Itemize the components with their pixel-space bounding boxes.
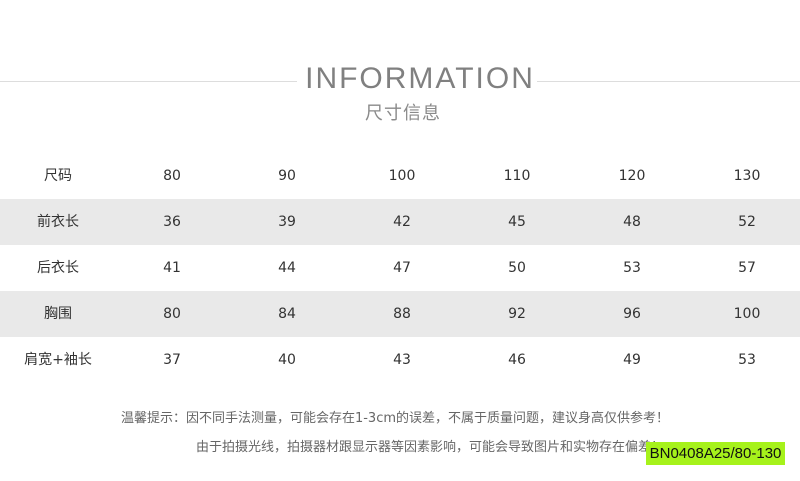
- divider-left: [0, 81, 297, 82]
- product-code-badge: BN0408A25/80-130: [646, 442, 785, 465]
- table-cell: 48: [623, 214, 641, 230]
- table-cell: 37: [163, 352, 181, 368]
- size-table: 尺码 80 90 100 110 120 130 前衣长 36 39 42 45 48 52 后衣长 41 44…: [0, 153, 800, 383]
- table-cell: 42: [393, 214, 411, 230]
- table-cell: 52: [738, 214, 756, 230]
- row-label: 尺码: [44, 168, 72, 184]
- table-cell: 120: [618, 168, 646, 184]
- divider-right: [537, 81, 800, 82]
- table-cell: 84: [278, 306, 296, 322]
- table-row: 尺码 80 90 100 110 120 130: [0, 153, 800, 199]
- note-line-2: 由于拍摄光线，拍摄器材跟显示器等因素影响，可能会导致图片和实物存在偏差！: [195, 440, 664, 455]
- table-cell: 110: [503, 168, 531, 184]
- table-cell: 80: [163, 306, 181, 322]
- table-cell: 45: [508, 214, 526, 230]
- table-cell: 57: [738, 260, 756, 276]
- table-cell: 40: [278, 352, 296, 368]
- table-cell: 46: [508, 352, 526, 368]
- table-cell: 36: [163, 214, 181, 230]
- table-cell: 39: [278, 214, 296, 230]
- table-cell: 80: [163, 168, 181, 184]
- row-label: 前衣长: [37, 214, 79, 230]
- table-cell: 43: [393, 352, 411, 368]
- table-cell: 90: [278, 168, 296, 184]
- table-cell: 130: [733, 168, 761, 184]
- page-title: INFORMATION: [305, 62, 535, 95]
- table-row: 胸围 80 84 88 92 96 100: [0, 291, 800, 337]
- table-row: 前衣长 36 39 42 45 48 52: [0, 199, 800, 245]
- table-cell: 50: [508, 260, 526, 276]
- table-cell: 100: [388, 168, 416, 184]
- table-cell: 96: [623, 306, 641, 322]
- row-label: 后衣长: [37, 260, 79, 276]
- table-cell: 100: [733, 306, 761, 322]
- page-subtitle: 尺寸信息: [365, 103, 441, 124]
- table-cell: 49: [623, 352, 641, 368]
- table-row: 肩宽+袖长 37 40 43 46 49 53: [0, 337, 800, 383]
- table-cell: 92: [508, 306, 526, 322]
- table-cell: 47: [393, 260, 411, 276]
- table-cell: 41: [163, 260, 181, 276]
- table-row: 后衣长 41 44 47 50 53 57: [0, 245, 800, 291]
- note-line-1: 温馨提示：因不同手法测量，可能会存在1-3cm的误差，不属于质量问题，建议身高仅…: [120, 411, 670, 426]
- row-label: 胸围: [44, 306, 72, 322]
- table-cell: 53: [623, 260, 641, 276]
- table-cell: 53: [738, 352, 756, 368]
- table-cell: 44: [278, 260, 296, 276]
- table-cell: 88: [393, 306, 411, 322]
- row-label: 肩宽+袖长: [24, 352, 92, 368]
